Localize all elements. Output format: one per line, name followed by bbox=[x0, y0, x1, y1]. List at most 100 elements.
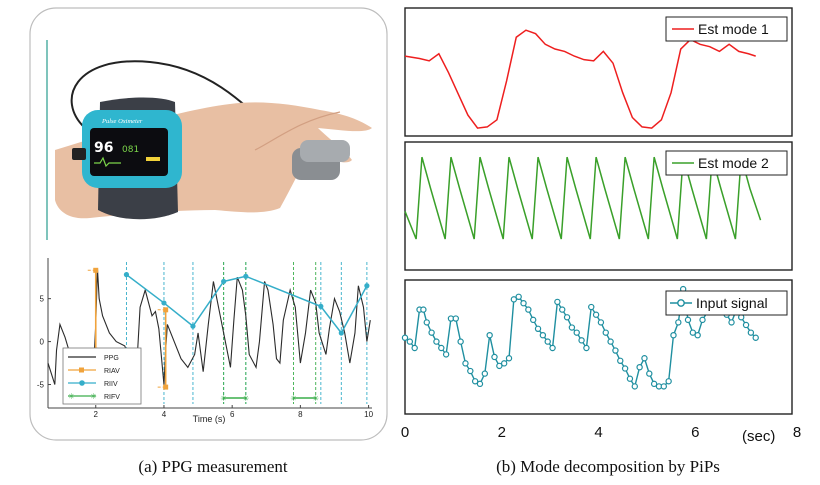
input-point bbox=[597, 319, 605, 326]
legend-label-riav: RIAV bbox=[104, 368, 120, 375]
input-point bbox=[406, 338, 414, 345]
legend-label-mode1: Est mode 1 bbox=[698, 21, 769, 37]
input-point bbox=[539, 332, 547, 339]
mode-xtick-label: 8 bbox=[793, 424, 801, 441]
mode1-legend: Est mode 1 bbox=[665, 16, 788, 42]
input-point bbox=[544, 338, 551, 345]
input-point bbox=[602, 329, 609, 336]
ppg-xtick-label: 4 bbox=[162, 410, 167, 419]
input-point bbox=[660, 383, 668, 390]
input-point bbox=[433, 338, 440, 345]
input-point bbox=[617, 357, 624, 364]
input-point bbox=[476, 380, 484, 388]
legend-label-input: Input signal bbox=[696, 295, 768, 311]
spo2-readout: 96 bbox=[94, 140, 113, 156]
input-point bbox=[423, 319, 430, 326]
riiv-point bbox=[123, 272, 130, 278]
mode1-line bbox=[404, 29, 756, 129]
input-point bbox=[612, 347, 619, 354]
mode-xtick-label: 4 bbox=[594, 424, 602, 441]
input-point bbox=[684, 316, 692, 324]
input-legend: Input signal bbox=[665, 290, 788, 316]
input-point bbox=[583, 344, 590, 352]
input-point bbox=[636, 364, 643, 371]
input-point bbox=[401, 334, 409, 341]
riiv-point bbox=[161, 300, 167, 306]
input-point bbox=[428, 329, 435, 336]
input-point bbox=[452, 315, 459, 322]
input-point bbox=[515, 293, 522, 300]
mode-xtick-label: 6 bbox=[691, 424, 699, 441]
rifv-marker: ✳ bbox=[220, 394, 227, 403]
input-point bbox=[549, 344, 556, 352]
input-point bbox=[442, 351, 450, 358]
input-point bbox=[457, 338, 464, 345]
cable-plug bbox=[72, 148, 86, 160]
signal-bar bbox=[146, 157, 160, 161]
input-point bbox=[491, 353, 498, 361]
input-point bbox=[467, 367, 474, 375]
ppg-xtick-label: 2 bbox=[94, 410, 99, 419]
legend-label-mode2: Est mode 2 bbox=[698, 155, 769, 171]
input-point bbox=[462, 360, 469, 367]
svg-text:✳: ✳ bbox=[68, 392, 75, 401]
input-point bbox=[573, 329, 580, 336]
oximeter-screen bbox=[90, 128, 168, 176]
input-point bbox=[621, 365, 629, 372]
input-point bbox=[752, 334, 759, 341]
caption-b: (b) Mode decomposition by PiPs bbox=[496, 457, 720, 476]
legend-label-riiv: RIIV bbox=[104, 381, 118, 388]
ppg-legend: PPG RIAV RIIV ✳ ✳ RIFV bbox=[62, 347, 142, 405]
device-photo: Pulse Oximeter 96 081 bbox=[55, 60, 372, 220]
svg-text:✳: ✳ bbox=[90, 392, 97, 401]
legend-label-ppg: PPG bbox=[104, 355, 119, 362]
riav-marker bbox=[93, 267, 99, 273]
ppg-xtick-label: 8 bbox=[298, 410, 303, 419]
rifv-marker: ✳ bbox=[242, 394, 249, 403]
input-point bbox=[646, 370, 653, 377]
input-point bbox=[505, 355, 513, 362]
input-point bbox=[626, 375, 634, 382]
input-point bbox=[699, 316, 706, 324]
input-point bbox=[689, 329, 697, 336]
input-point bbox=[510, 296, 518, 303]
input-point bbox=[534, 325, 542, 332]
riiv-point bbox=[364, 283, 370, 289]
input-point bbox=[529, 316, 537, 324]
input-point bbox=[670, 332, 677, 339]
input-point bbox=[588, 303, 595, 311]
ppg-plot: Time (s) 2 4 6 8 10 5 0 -5 ✳ ✳ ✳ ✳ PPG RIAV RIIV ✳… bbox=[37, 258, 374, 424]
input-point bbox=[694, 332, 701, 339]
input-point bbox=[471, 378, 479, 385]
ppg-ytick-label: 0 bbox=[40, 338, 45, 347]
input-point bbox=[496, 362, 503, 370]
input-point bbox=[563, 314, 571, 321]
mode-xtick-label: 0 bbox=[401, 424, 409, 441]
ppg-line bbox=[47, 268, 371, 385]
input-point bbox=[742, 321, 750, 329]
mode2-line bbox=[404, 156, 762, 240]
input-point bbox=[568, 324, 576, 331]
input-point bbox=[481, 370, 489, 377]
riav-marker bbox=[163, 307, 169, 313]
pr-readout: 081 bbox=[122, 145, 139, 155]
ppg-ytick-label: 5 bbox=[40, 295, 45, 304]
ppg-xlabel: Time (s) bbox=[193, 414, 226, 424]
input-point bbox=[728, 319, 735, 326]
input-point bbox=[554, 298, 561, 306]
ppg-xtick-label: 10 bbox=[364, 410, 373, 419]
riiv-line bbox=[125, 274, 368, 335]
caption-a: (a) PPG measurement bbox=[138, 457, 287, 476]
ppg-ytick-label: -5 bbox=[37, 381, 45, 390]
riiv-point bbox=[318, 303, 324, 309]
input-point bbox=[486, 332, 493, 339]
mode2-legend: Est mode 2 bbox=[665, 150, 788, 176]
rifv-marker: ✳ bbox=[312, 394, 319, 403]
input-point bbox=[500, 360, 508, 367]
input-point bbox=[650, 380, 658, 388]
input-point bbox=[607, 338, 614, 345]
rifv-marker: ✳ bbox=[290, 394, 297, 403]
input-point bbox=[559, 306, 566, 313]
input-point bbox=[747, 329, 755, 336]
